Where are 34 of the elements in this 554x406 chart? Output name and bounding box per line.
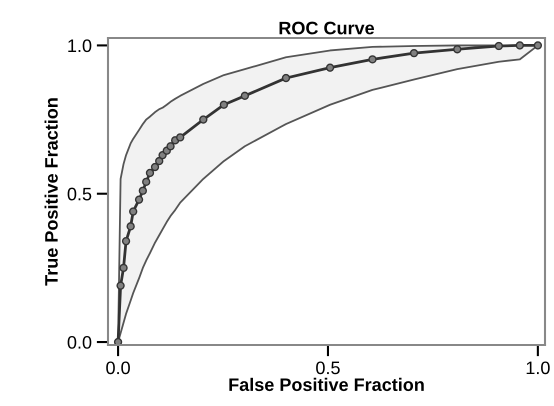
point — [134, 195, 144, 204]
point — [534, 41, 542, 50]
point — [155, 156, 164, 166]
chart-title: ROC Curve — [280, 22, 374, 34]
point — [116, 282, 125, 290]
x-axis-title: False Positive Fraction — [229, 378, 424, 392]
point — [122, 237, 130, 246]
point — [119, 264, 128, 272]
x-tick-label: 1.0 — [526, 361, 550, 374]
x-tick-label: 0.0 — [106, 361, 130, 374]
point — [150, 162, 160, 172]
point — [199, 115, 208, 124]
point — [114, 338, 122, 345]
point — [126, 222, 135, 231]
point — [166, 142, 175, 150]
point — [138, 186, 148, 195]
point — [129, 207, 138, 216]
point — [326, 63, 334, 72]
point — [220, 100, 228, 109]
point — [240, 92, 250, 100]
point — [453, 45, 462, 54]
y-tick-label: 1.0 — [68, 39, 92, 52]
point — [146, 168, 154, 178]
y-tick-label: 0.0 — [68, 336, 92, 349]
point — [368, 55, 377, 64]
point — [282, 74, 290, 82]
y-tick-label: 0.5 — [68, 188, 92, 200]
point — [410, 48, 418, 58]
point — [142, 178, 150, 186]
point — [176, 133, 184, 142]
y-axis-title: True Positive Fraction — [44, 98, 58, 286]
point — [494, 42, 503, 50]
x-tick-label: 0.5 — [316, 361, 340, 374]
point — [516, 41, 524, 50]
